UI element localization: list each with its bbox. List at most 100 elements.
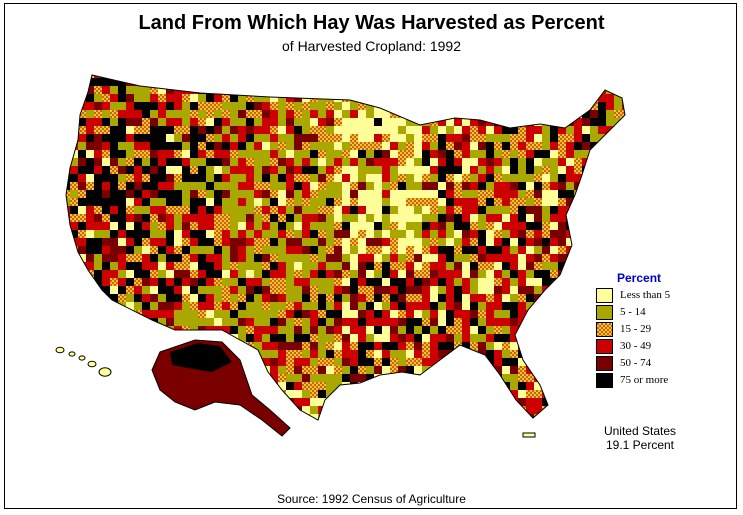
county-cell xyxy=(550,310,558,318)
county-cell xyxy=(110,174,118,182)
county-cell xyxy=(462,286,470,294)
county-cell xyxy=(158,78,166,86)
county-cell xyxy=(334,318,342,326)
county-cell xyxy=(158,182,166,190)
county-cell xyxy=(222,406,230,414)
county-cell xyxy=(534,110,542,118)
county-cell xyxy=(518,206,526,214)
county-cell xyxy=(158,198,166,206)
county-cell xyxy=(142,150,150,158)
county-cell xyxy=(278,206,286,214)
county-cell xyxy=(78,270,86,278)
county-cell xyxy=(246,166,254,174)
county-cell xyxy=(438,166,446,174)
county-cell xyxy=(374,142,382,150)
county-cell xyxy=(494,238,502,246)
county-cell xyxy=(86,126,94,134)
county-cell xyxy=(518,75,526,78)
county-cell xyxy=(454,94,462,102)
county-cell xyxy=(142,278,150,286)
county-cell xyxy=(310,102,318,110)
county-cell xyxy=(550,342,558,350)
county-cell xyxy=(550,166,558,174)
county-cell xyxy=(86,374,94,382)
county-cell xyxy=(406,398,414,406)
county-cell xyxy=(286,278,294,286)
county-cell xyxy=(438,174,446,182)
county-cell xyxy=(502,406,510,414)
county-cell xyxy=(382,102,390,110)
county-cell xyxy=(542,350,550,358)
county-cell xyxy=(326,94,334,102)
county-cell xyxy=(246,198,254,206)
county-cell xyxy=(294,118,302,126)
us-outline xyxy=(65,74,626,421)
county-cell xyxy=(438,190,446,198)
county-cell xyxy=(286,390,294,398)
county-cell xyxy=(366,78,374,86)
county-cell xyxy=(430,318,438,326)
legend: Less than 5 5 - 14 15 - 29 30 - 49 50 - … xyxy=(596,287,726,389)
county-cell xyxy=(286,334,294,342)
county-cell xyxy=(454,366,462,374)
county-cell xyxy=(302,334,310,342)
county-cell xyxy=(614,174,622,182)
county-cell xyxy=(518,150,526,158)
legend-swatch xyxy=(596,288,613,303)
county-cell xyxy=(254,278,262,286)
county-cell xyxy=(398,318,406,326)
county-cell xyxy=(326,134,334,142)
county-cell xyxy=(550,142,558,150)
county-cell xyxy=(198,174,206,182)
county-cell xyxy=(278,174,286,182)
county-cell xyxy=(502,166,510,174)
county-cell xyxy=(206,75,214,78)
county-cell xyxy=(518,382,526,390)
county-cell xyxy=(486,374,494,382)
county-cell xyxy=(102,118,110,126)
county-cell xyxy=(230,142,238,150)
county-cell xyxy=(230,326,238,334)
county-cell xyxy=(198,182,206,190)
county-cell xyxy=(318,262,326,270)
county-cell xyxy=(326,75,334,78)
county-cell xyxy=(590,262,598,270)
county-cell xyxy=(142,414,150,420)
county-cell xyxy=(462,406,470,414)
county-cell xyxy=(526,350,534,358)
county-cell xyxy=(574,246,582,254)
county-cell xyxy=(206,102,214,110)
county-cell xyxy=(518,110,526,118)
county-cell xyxy=(566,270,574,278)
county-cell xyxy=(390,182,398,190)
county-cell xyxy=(614,102,622,110)
county-cell xyxy=(494,390,502,398)
county-cell xyxy=(494,374,502,382)
county-cell xyxy=(470,230,478,238)
county-cell xyxy=(542,254,550,262)
county-cell xyxy=(622,190,625,198)
county-cell xyxy=(350,342,358,350)
county-cell xyxy=(582,398,590,406)
county-cell xyxy=(334,198,342,206)
county-cell xyxy=(230,198,238,206)
county-cell xyxy=(614,126,622,134)
county-cell xyxy=(406,334,414,342)
county-cell xyxy=(286,174,294,182)
county-cell xyxy=(366,206,374,214)
county-cell xyxy=(158,86,166,94)
county-cell xyxy=(254,158,262,166)
county-cell xyxy=(78,334,86,342)
county-cell xyxy=(182,246,190,254)
county-cell xyxy=(190,214,198,222)
county-cell xyxy=(374,118,382,126)
county-cell xyxy=(238,214,246,222)
county-cell xyxy=(254,150,262,158)
county-cell xyxy=(590,158,598,166)
county-cell xyxy=(310,110,318,118)
county-cell xyxy=(342,126,350,134)
county-cell xyxy=(454,126,462,134)
county-cell xyxy=(302,190,310,198)
county-cell xyxy=(518,302,526,310)
county-cell xyxy=(486,414,494,420)
